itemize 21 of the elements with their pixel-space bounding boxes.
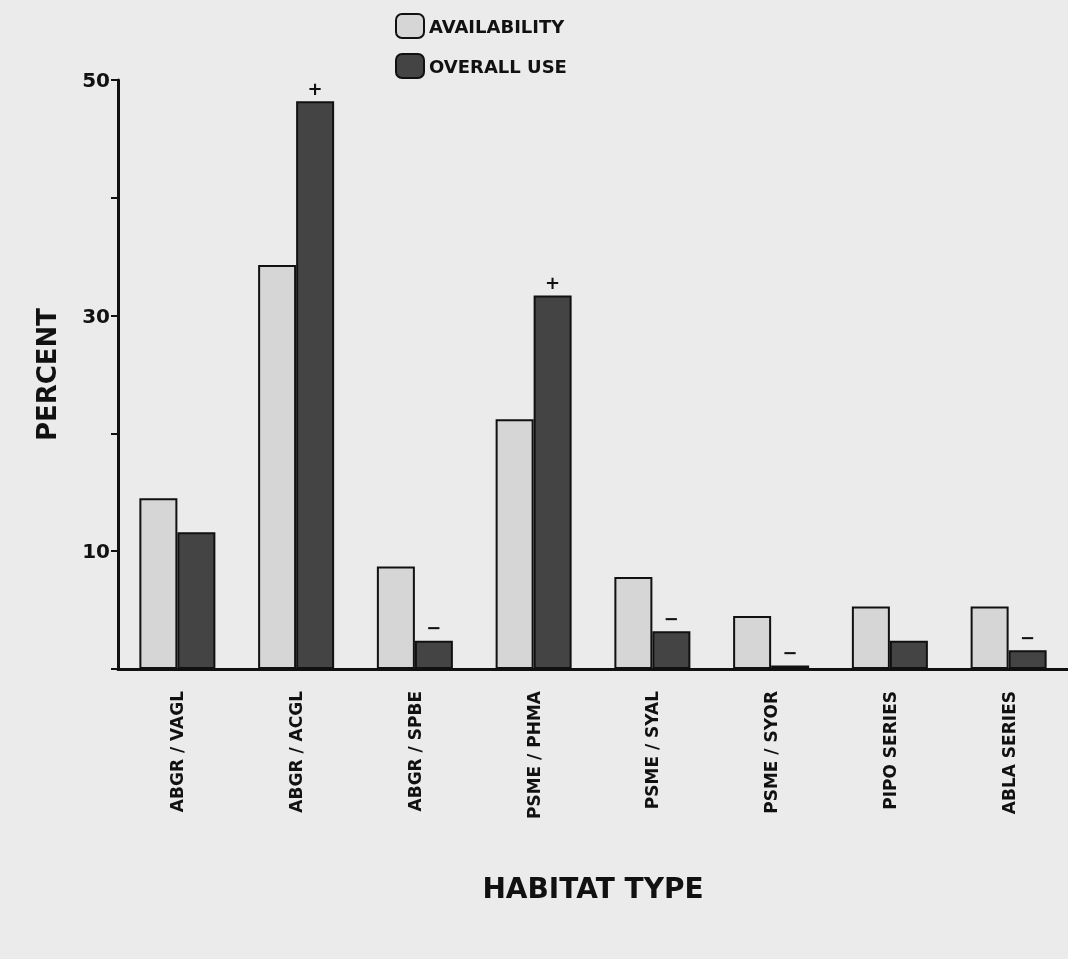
annotation: − bbox=[1020, 626, 1036, 648]
x-tick-label: PIPO SERIES bbox=[879, 691, 900, 810]
x-tick-label: ABLA SERIES bbox=[998, 691, 1019, 815]
annotation: − bbox=[782, 641, 798, 663]
x-tick-label: PSME / PHMA bbox=[523, 690, 544, 820]
legend-label: AVAILABILITY bbox=[429, 15, 566, 37]
x-tick-label: PSME / SYOR bbox=[761, 691, 782, 814]
y-axis-title: PERCENT bbox=[32, 307, 62, 442]
annotation: − bbox=[663, 607, 679, 629]
y-tick-label: 10 bbox=[82, 539, 110, 564]
x-tick-label: ABGR / ACGL bbox=[286, 690, 307, 813]
legend-label: OVERALL USE bbox=[429, 55, 567, 77]
annotation: + bbox=[307, 77, 323, 99]
annotation: − bbox=[426, 617, 442, 639]
y-tick-label: 30 bbox=[82, 303, 110, 328]
x-tick-label: ABGR / SPBE bbox=[404, 691, 425, 812]
annotation: + bbox=[545, 272, 561, 294]
x-axis-title: HABITAT TYPE bbox=[482, 871, 704, 905]
y-tick-label: 50 bbox=[82, 68, 110, 92]
x-tick-label: PSME / SYAL bbox=[642, 690, 663, 810]
x-tick-label: ABGR / VAGL bbox=[167, 690, 188, 813]
